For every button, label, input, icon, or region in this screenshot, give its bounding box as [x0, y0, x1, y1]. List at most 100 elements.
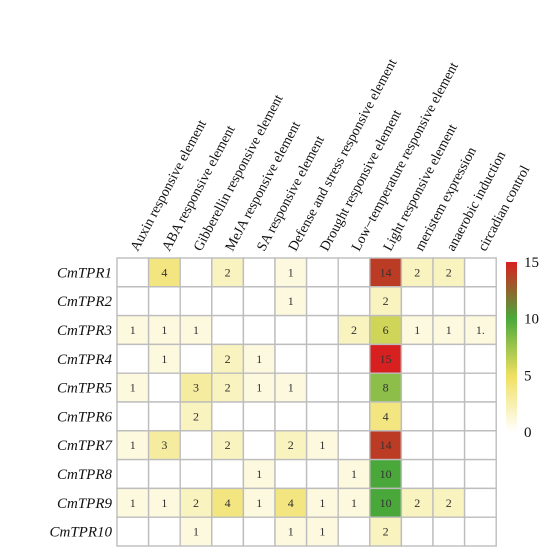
cell-value-label: 2 — [446, 265, 452, 279]
heatmap-cell — [337, 314, 371, 346]
heatmap-cell — [116, 343, 150, 374]
row-label: CmTPR2 — [57, 294, 113, 310]
cell-value-label: 1 — [319, 525, 325, 539]
heatmap-cell — [400, 458, 434, 490]
heatmap-cell — [116, 401, 150, 432]
cell-value-label: 2 — [193, 409, 199, 423]
cell-value-label: 3 — [161, 438, 167, 452]
cell-value-label: 14 — [380, 265, 392, 279]
heatmap-cell — [116, 286, 150, 317]
cell-value-label: 1 — [256, 352, 262, 366]
cell-value-label: 1 — [414, 323, 420, 337]
cell-value-label: 1 — [446, 323, 452, 337]
heatmap-cell — [337, 257, 371, 288]
heatmap-cell — [369, 487, 403, 518]
row-label: CmTPR7 — [57, 438, 114, 454]
heatmap-cell — [463, 343, 497, 374]
heatmap-cell — [305, 458, 339, 490]
heatmap-cell — [179, 430, 213, 461]
cell-value-label: 2 — [414, 265, 420, 279]
heatmap-cell — [147, 343, 181, 374]
cell-value-label: 2 — [288, 438, 294, 452]
cell-value-label: 2 — [446, 496, 452, 510]
heatmap-cell — [211, 430, 245, 461]
heatmap-cell — [369, 458, 403, 490]
row-label: CmTPR1 — [57, 265, 112, 281]
cell-value-label: 2 — [193, 496, 199, 510]
heatmap-cell — [116, 516, 150, 547]
heatmap-cell — [337, 343, 371, 374]
heatmap-cell — [305, 257, 339, 288]
heatmap-cell — [400, 401, 434, 432]
heatmap-cell — [369, 343, 403, 374]
colorbar-tick-label: 10 — [524, 312, 539, 328]
heatmap-cell — [211, 401, 245, 432]
cell-value-label: 8 — [383, 381, 389, 395]
cell-value-label: 1 — [130, 323, 136, 337]
heatmap-cell — [116, 430, 150, 461]
heatmap-cell — [305, 516, 339, 547]
heatmap-cell — [463, 487, 497, 518]
heatmap-cell — [432, 430, 466, 461]
heatmap-cell — [400, 343, 434, 374]
cell-value-label: 1 — [288, 525, 294, 539]
heatmap-cell — [179, 458, 213, 490]
heatmap-cell — [274, 343, 308, 374]
heatmap-cell — [463, 286, 497, 317]
heatmap-cell — [337, 286, 371, 317]
row-labels: CmTPR1 CmTPR2 CmTPR3 CmTPR4 CmTPR5 CmTPR6 CmTP… — [49, 265, 113, 540]
cell-value-label: 2 — [225, 438, 231, 452]
cell-value-label: 2 — [383, 525, 389, 539]
cell-value-label: 1 — [161, 496, 167, 510]
heatmap-cell — [305, 286, 339, 317]
heatmap-cell — [179, 401, 213, 432]
heatmap-cell — [305, 372, 339, 403]
heatmap-cell — [147, 401, 181, 432]
heatmap-cell — [337, 458, 371, 490]
row-label: CmTPR10 — [49, 525, 112, 541]
cell-value-label: 1 — [193, 323, 199, 337]
row-label: CmTPR5 — [57, 381, 113, 397]
heatmap-cell — [274, 458, 308, 490]
heatmap-cell — [147, 314, 181, 346]
colorbar-gradient — [506, 262, 517, 432]
cell-value-label: 1 — [256, 381, 262, 395]
heatmap-cell — [147, 372, 181, 403]
cell-value-label: 4 — [288, 496, 294, 510]
heatmap-cell — [337, 401, 371, 432]
heatmap-cell — [463, 458, 497, 490]
cell-value-label: 1 — [319, 438, 325, 452]
cell-value-label: 14 — [380, 438, 392, 452]
cell-value-label: 4 — [161, 265, 167, 279]
colorbar: 15 10 5 0 — [506, 255, 539, 441]
heatmap-cell — [432, 286, 466, 317]
cell-value-label: 1 — [288, 294, 294, 308]
heatmap-cell — [432, 401, 466, 432]
heatmap-cell — [242, 257, 276, 288]
cell-value-label: 2 — [351, 323, 357, 337]
row-label: CmTPR6 — [57, 409, 113, 425]
heatmap-cell — [179, 286, 213, 317]
cell-value-label: 1 — [351, 467, 357, 481]
heatmap-cell — [274, 516, 308, 547]
cell-value-label: 4 — [383, 409, 389, 423]
heatmap-cell — [147, 516, 181, 547]
cell-value-label: 2 — [383, 294, 389, 308]
heatmap-cell — [463, 372, 497, 403]
heatmap-cell — [147, 286, 181, 317]
heatmap-cell — [242, 401, 276, 432]
cell-value-label: 1 — [288, 381, 294, 395]
cell-value-label: 1 — [351, 496, 357, 510]
heatmap-cell — [305, 314, 339, 346]
heatmap-cell — [211, 314, 245, 346]
cell-value-label: 2 — [225, 352, 231, 366]
heatmap-cell — [211, 458, 245, 490]
row-label: CmTPR3 — [57, 323, 112, 339]
row-label: CmTPR8 — [57, 467, 113, 483]
heatmap-cell — [432, 458, 466, 490]
colorbar-tick-label: 15 — [524, 255, 539, 271]
heatmap-cell — [337, 372, 371, 403]
cell-value-label: 3 — [193, 381, 199, 395]
